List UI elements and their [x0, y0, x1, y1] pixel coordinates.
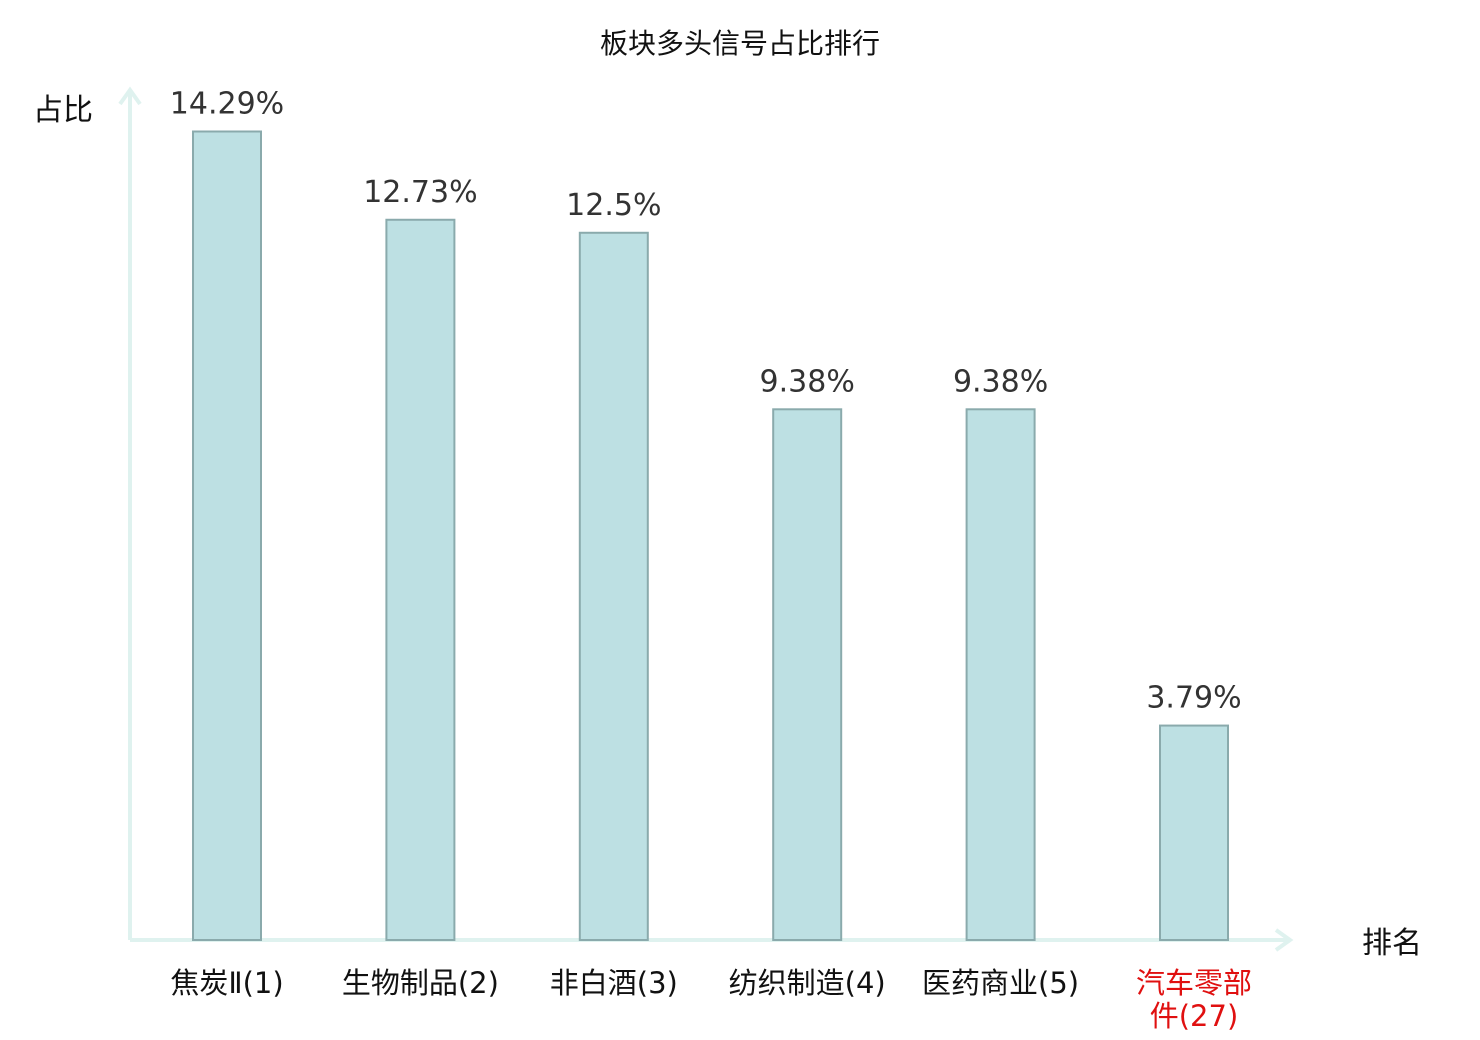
bar-value-label: 12.73% — [363, 175, 477, 210]
bar — [578, 231, 649, 942]
category-tick-label: 非白酒(3) — [550, 966, 678, 1000]
category-tick-label: 纺织制造(4) — [729, 966, 886, 1000]
bar — [1159, 724, 1229, 941]
bar — [385, 218, 456, 941]
value-labels-group: 14.29% 12.73% 12.5% 9.38% 9.38% 3.79% — [170, 87, 1242, 716]
category-tick-label: 生物制品(2) — [342, 966, 499, 1000]
bar-value-label: 9.38% — [760, 364, 855, 399]
bar-value-label: 3.79% — [1146, 681, 1241, 716]
category-tick-label: 汽车零部件(27) — [1136, 966, 1252, 1033]
bar-value-label: 14.29% — [170, 87, 284, 122]
bar — [772, 408, 843, 941]
category-tick-label: 医药商业(5) — [922, 966, 1079, 1000]
y-axis-label: 占比 — [33, 93, 93, 128]
bar — [965, 408, 1036, 941]
bar-value-label: 9.38% — [953, 364, 1048, 399]
category-labels-group: 焦炭Ⅱ(1) 生物制品(2) 非白酒(3) 纺织制造(4) 医药商业(5) 汽车零部件(2… — [170, 966, 1252, 1033]
category-tick-label: 焦炭Ⅱ(1) — [170, 966, 283, 1000]
axes — [118, 86, 1294, 952]
y-axis-arrow — [118, 86, 142, 106]
bar-value-label: 12.5% — [566, 188, 661, 223]
bar — [192, 130, 262, 941]
chart-title: 板块多头信号占比排行 — [600, 27, 880, 60]
x-axis-label: 排名 — [1362, 926, 1422, 961]
bars-group — [192, 130, 1229, 942]
x-axis-arrow — [1274, 928, 1294, 952]
